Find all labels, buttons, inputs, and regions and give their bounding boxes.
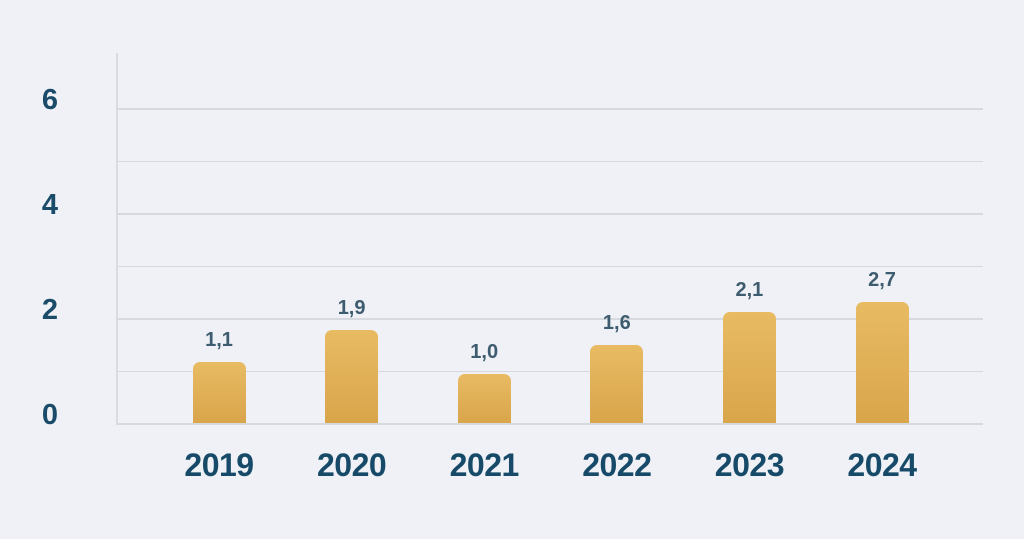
gridline bbox=[117, 265, 983, 268]
bar-2021 bbox=[457, 373, 511, 423]
x-axis-category-label: 2023 bbox=[714, 447, 785, 483]
x-axis-category-label: 2022 bbox=[582, 447, 652, 483]
y-axis-tick-label: 4 bbox=[41, 189, 59, 222]
x-axis-category-label: 2020 bbox=[317, 447, 387, 483]
bar-2019 bbox=[192, 362, 246, 423]
x-axis-category-label: 2021 bbox=[449, 447, 520, 483]
gridline bbox=[117, 423, 983, 425]
bar-value-label: 1,1 bbox=[205, 329, 233, 352]
gridline bbox=[117, 108, 983, 110]
y-axis-tick-label: 2 bbox=[41, 294, 59, 327]
gridline bbox=[117, 213, 983, 215]
x-axis-category-label: 2024 bbox=[847, 447, 917, 483]
bar-value-label: 1,0 bbox=[470, 340, 499, 363]
y-axis-tick-label: 0 bbox=[41, 399, 59, 431]
y-axis-tick-label: 6 bbox=[41, 84, 59, 117]
y-axis-line bbox=[116, 53, 118, 425]
bar-value-label: 2,1 bbox=[735, 278, 764, 301]
gridline bbox=[117, 318, 983, 320]
gridline bbox=[117, 160, 983, 163]
bar-2020 bbox=[325, 329, 379, 423]
bar-2024 bbox=[855, 302, 909, 423]
bar-value-label: 2,7 bbox=[868, 269, 896, 292]
gridline bbox=[117, 370, 983, 373]
bar-2022 bbox=[590, 344, 644, 423]
bar-value-label: 1,6 bbox=[602, 311, 631, 334]
x-axis-category-label: 2019 bbox=[184, 447, 254, 483]
bar-2023 bbox=[722, 311, 776, 423]
bar-value-label: 1,9 bbox=[337, 296, 366, 319]
